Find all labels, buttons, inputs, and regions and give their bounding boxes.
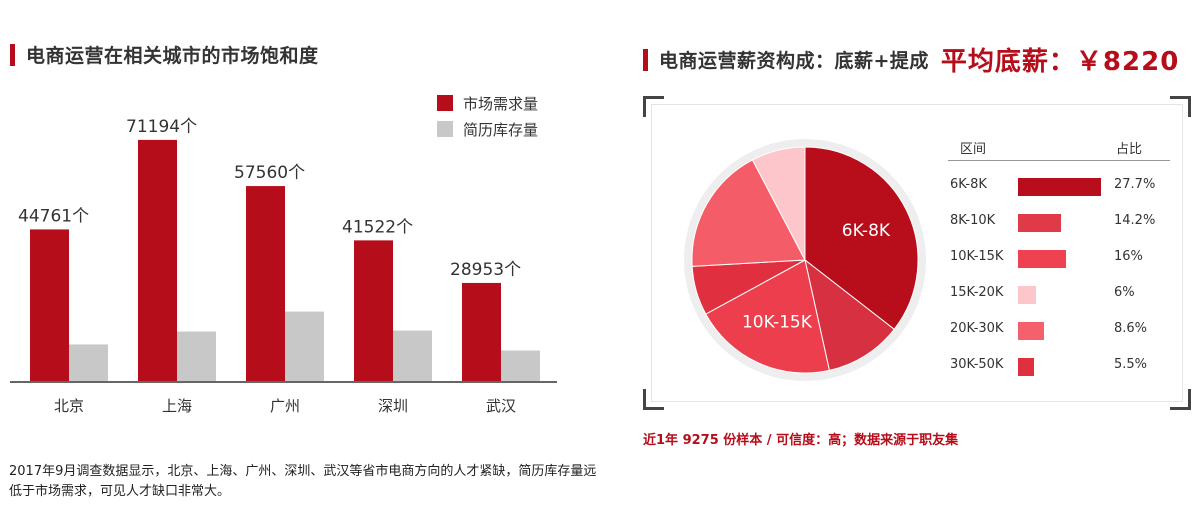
legend-swatch <box>437 95 453 111</box>
salary-range-label: 30K-50K <box>950 357 1004 372</box>
salary-range-label: 10K-15K <box>950 249 1004 264</box>
range-header: 区间 <box>960 142 987 157</box>
salary-title-text: 电商运营薪资构成：底薪+提成 <box>659 50 929 72</box>
legend-label: 市场需求量 <box>463 95 538 113</box>
resume-bar <box>177 331 216 381</box>
demand-bar <box>354 240 393 381</box>
city-label: 武汉 <box>486 397 516 415</box>
resume-bar <box>393 330 432 381</box>
salary-table: 区间 占比 6K-8K 27.7% 8K-10K 14.2% 10K-15K 16% 15K… <box>948 136 1170 377</box>
salary-ratio-value: 8.6% <box>1114 321 1148 336</box>
demand-bar <box>246 186 285 381</box>
city-label: 深圳 <box>378 397 408 415</box>
salary-ratio-value: 5.5% <box>1114 357 1148 372</box>
corner-bracket-top-left <box>643 96 664 117</box>
ratio-header: 占比 <box>1116 142 1143 157</box>
salary-range-label: 6K-8K <box>950 177 987 192</box>
salary-range-label: 8K-10K <box>950 213 996 228</box>
demand-value-label: 41522个 <box>342 217 413 237</box>
pie-slice-label: 6K-8K <box>842 221 891 241</box>
city-label: 广州 <box>270 397 300 415</box>
salary-table-header: 区间 占比 <box>948 136 1170 161</box>
demand-bar <box>462 282 501 381</box>
corner-bracket-bottom-right <box>1170 389 1191 410</box>
salary-table-row: 15K-20K 6% <box>948 269 1170 305</box>
pie-slice <box>691 159 806 267</box>
pie-slice <box>804 258 895 371</box>
pie-slice <box>705 259 830 374</box>
demand-bar <box>138 139 177 381</box>
salary-ratio-bar <box>1018 322 1044 340</box>
salary-table-row: 6K-8K 27.7% <box>948 161 1170 197</box>
city-label: 上海 <box>162 397 192 415</box>
title-accent-bar <box>643 48 648 71</box>
survey-caption: 2017年9月调查数据显示，北京、上海、广州、深圳、武汉等省市电商方向的人才紧缺… <box>9 464 597 499</box>
demand-value-label: 28953个 <box>450 260 521 280</box>
salary-ratio-value: 16% <box>1114 249 1143 264</box>
salary-ratio-value: 14.2% <box>1114 213 1156 228</box>
salary-ratio-bar <box>1018 178 1101 196</box>
demand-value-label: 44761个 <box>18 206 89 226</box>
salary-table-row: 30K-50K 5.5% <box>948 341 1170 377</box>
data-source-caption: 近1年 9275 份样本 / 可信度：高；数据来源于职友集 <box>643 433 959 448</box>
corner-bracket-bottom-left <box>643 389 664 410</box>
salary-ratio-value: 6% <box>1114 285 1135 300</box>
salary-table-rows: 6K-8K 27.7% 8K-10K 14.2% 10K-15K 16% 15K-20K 6%… <box>948 161 1170 377</box>
city-label: 北京 <box>54 397 84 415</box>
salary-ratio-bar <box>1018 286 1036 304</box>
salary-ratio-bar <box>1018 250 1066 268</box>
salary-panel <box>643 96 1191 410</box>
legend-label: 简历库存量 <box>463 121 538 139</box>
salary-table-row: 8K-10K 14.2% <box>948 197 1170 233</box>
resume-bar <box>69 344 108 381</box>
pie-slice <box>751 146 806 261</box>
market-saturation-title-text: 电商运营在相关城市的市场饱和度 <box>26 45 319 67</box>
panel-border <box>651 104 1183 402</box>
salary-range-label: 20K-30K <box>950 321 1004 336</box>
title-accent-bar <box>10 43 15 66</box>
average-salary: 平均底薪：￥8220 <box>940 47 1180 77</box>
salary-pie-chart: 6K-8K 10K-15K <box>684 139 926 381</box>
salary-range-label: 15K-20K <box>950 285 1004 300</box>
demand-bar <box>30 229 69 381</box>
salary-table-row: 20K-30K 8.6% <box>948 305 1170 341</box>
demand-value-label: 71194个 <box>126 117 197 137</box>
pie-slice <box>804 146 919 331</box>
salary-ratio-bar <box>1018 358 1035 376</box>
salary-title: 电商运营薪资构成：底薪+提成 平均底薪：￥8220 <box>643 41 1179 78</box>
market-saturation-title: 电商运营在相关城市的市场饱和度 <box>10 41 319 68</box>
legend-swatch <box>437 121 453 137</box>
salary-ratio-bar <box>1018 214 1061 232</box>
salary-table-row: 10K-15K 16% <box>948 233 1170 269</box>
pie-slice-label: 10K-15K <box>742 313 813 333</box>
salary-ratio-value: 27.7% <box>1114 177 1156 192</box>
demand-value-label: 57560个 <box>234 163 305 183</box>
corner-bracket-top-right <box>1170 96 1191 117</box>
resume-bar <box>285 311 324 381</box>
resume-bar <box>501 350 540 381</box>
